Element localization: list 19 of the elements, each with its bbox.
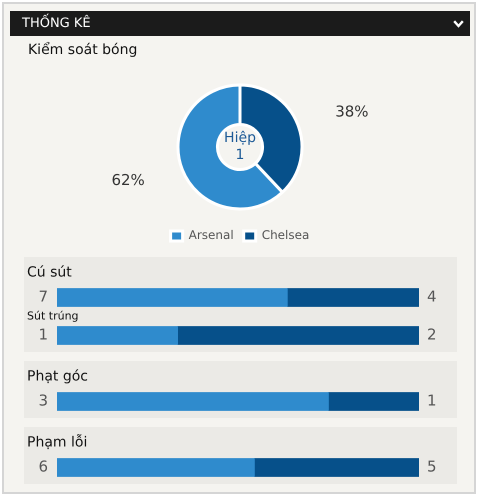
chart-title: THỐNG KÊ	[22, 12, 91, 33]
y-tick-label: Sút trúng	[27, 309, 79, 322]
legend-label: Chelsea	[262, 228, 310, 242]
data-label: 1	[427, 391, 437, 410]
data-label: 3	[38, 391, 48, 410]
chart-title: Cú sút	[27, 264, 72, 281]
chart-subtitle: Kiểm soát bóng	[28, 42, 138, 58]
data-label: 4	[427, 287, 437, 306]
legend-label: Arsenal	[188, 228, 234, 242]
data-label: 7	[38, 287, 48, 306]
data-label: 2	[427, 325, 437, 344]
data-label: 62%	[111, 171, 145, 190]
text: Hiệp 1	[224, 130, 256, 164]
chart-title: Phạm lỗi	[27, 434, 88, 451]
data-label: 1	[38, 325, 48, 344]
data-label: 5	[427, 457, 437, 476]
data-label: 6	[38, 457, 48, 476]
chart-title: Phạt góc	[27, 368, 88, 385]
data-label: 38%	[335, 102, 369, 121]
